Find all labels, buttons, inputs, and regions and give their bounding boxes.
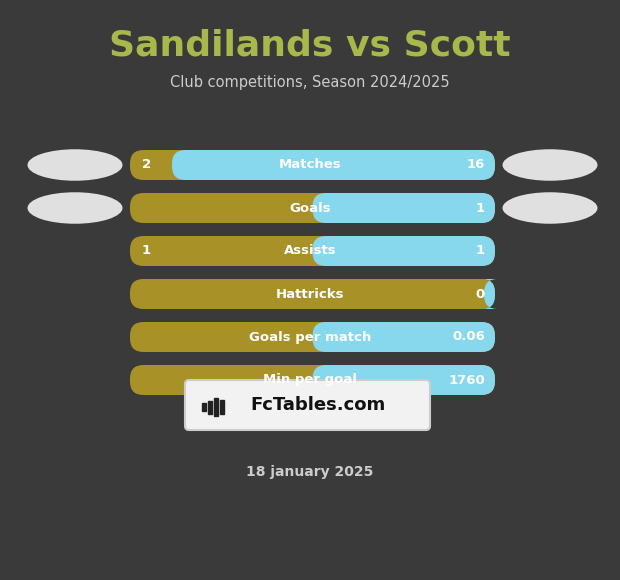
FancyBboxPatch shape — [130, 365, 495, 395]
Text: Sandilands vs Scott: Sandilands vs Scott — [109, 28, 511, 62]
Text: 1: 1 — [142, 245, 151, 258]
Bar — [202, 403, 206, 411]
FancyBboxPatch shape — [312, 193, 495, 223]
FancyBboxPatch shape — [312, 365, 495, 395]
Text: 1: 1 — [476, 201, 485, 215]
FancyBboxPatch shape — [312, 236, 495, 266]
Text: Goals per match: Goals per match — [249, 331, 371, 343]
Ellipse shape — [502, 149, 598, 181]
FancyBboxPatch shape — [130, 193, 495, 223]
Text: Hattricks: Hattricks — [276, 288, 344, 300]
Ellipse shape — [27, 149, 123, 181]
Text: 18 january 2025: 18 january 2025 — [246, 465, 374, 479]
Text: 0: 0 — [476, 288, 485, 300]
FancyBboxPatch shape — [312, 322, 495, 352]
FancyBboxPatch shape — [130, 150, 495, 180]
Text: Club competitions, Season 2024/2025: Club competitions, Season 2024/2025 — [170, 74, 450, 89]
FancyBboxPatch shape — [185, 380, 430, 430]
FancyBboxPatch shape — [172, 150, 495, 180]
FancyBboxPatch shape — [130, 322, 495, 352]
Bar — [220, 400, 224, 414]
Text: Assists: Assists — [284, 245, 336, 258]
Text: 16: 16 — [467, 158, 485, 172]
Ellipse shape — [502, 192, 598, 224]
Text: Min per goal: Min per goal — [263, 374, 357, 386]
Text: 0.06: 0.06 — [452, 331, 485, 343]
Text: 2: 2 — [142, 158, 151, 172]
Text: Matches: Matches — [278, 158, 342, 172]
FancyBboxPatch shape — [130, 279, 495, 309]
Ellipse shape — [27, 192, 123, 224]
Bar — [214, 398, 218, 416]
Text: FcTables.com: FcTables.com — [250, 396, 385, 414]
Text: 1760: 1760 — [448, 374, 485, 386]
FancyBboxPatch shape — [482, 279, 497, 309]
Bar — [208, 401, 212, 414]
Text: 1: 1 — [476, 245, 485, 258]
Text: Goals: Goals — [289, 201, 331, 215]
FancyBboxPatch shape — [130, 236, 495, 266]
